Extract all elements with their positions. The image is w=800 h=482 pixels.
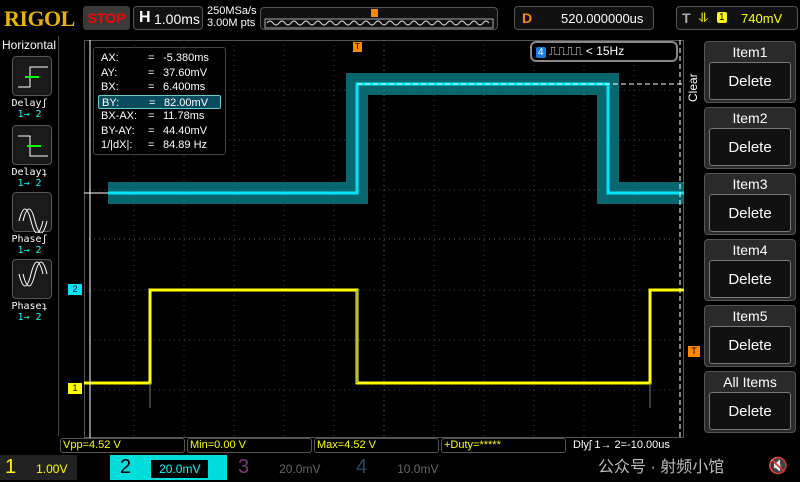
watermark: 公众号 · 射频小馆 (598, 459, 725, 476)
delay-rise-button[interactable] (12, 56, 52, 96)
softkey-menu: Item1 Delete Item2 Delete Item3 Delete Item… (702, 40, 800, 440)
delay-box[interactable]: D 520.000000us (514, 6, 654, 30)
delay-fall-button[interactable] (12, 125, 52, 165)
trigger-box[interactable]: T ⥥ 1 740mV (676, 6, 798, 30)
menu-item-3[interactable]: Item3 Delete (704, 173, 796, 235)
trigger-position-marker[interactable]: T (353, 42, 362, 52)
sample-rate: 250MSa/s (207, 5, 257, 17)
falling-edge-icon: ⥥ (699, 10, 709, 25)
sidebar-label: Phaseʇ 1→ 2 (11, 301, 48, 323)
timebase-value: 1.00ms (154, 11, 200, 27)
d-label: D (522, 10, 533, 26)
horizontal-sidebar: Horizontal Delayʃ 1→ 2 Delayʇ 1→ 2 Phaseʃ 1… (0, 36, 59, 436)
frequency-counter[interactable]: 4 ⎍⎍⎍⎍ < 15Hz (530, 41, 678, 62)
falling-delay-icon (18, 135, 48, 157)
channel-2-button[interactable]: 2 20.0mV (110, 455, 227, 480)
sound-muted-icon[interactable]: 🔇 (768, 458, 788, 475)
cursor-row-ax: AX: = -5.380ms (101, 52, 209, 64)
memory-timeline[interactable] (260, 7, 498, 30)
clear-label[interactable]: Clear (686, 73, 700, 102)
timebase-box[interactable]: H 1.00ms (133, 6, 203, 30)
menu-item-all[interactable]: All Items Delete (704, 371, 796, 433)
delete-button[interactable]: Delete (709, 62, 791, 100)
ch2-offset-marker[interactable]: 2 (68, 284, 82, 295)
waveform-display (84, 40, 684, 438)
measurement-max[interactable]: Max=4.52 V (314, 438, 439, 453)
menu-item-1[interactable]: Item1 Delete (704, 41, 796, 103)
delete-button[interactable]: Delete (709, 260, 791, 298)
h-label: H (139, 9, 151, 26)
channel-4-button[interactable]: 4 10.0mV (356, 456, 439, 478)
phase-fall-button[interactable] (12, 259, 52, 299)
timeline-wave-icon (264, 9, 494, 29)
measurement-min[interactable]: Min=0.00 V (187, 438, 312, 453)
square-wave-icon: ⎍⎍⎍⎍ (548, 44, 583, 58)
trigger-source: 1 (717, 12, 727, 23)
cursor-row-dy: BY-AY: = 44.40mV (101, 124, 208, 137)
trigger-level-marker[interactable]: T (688, 346, 700, 357)
trigger-level: 740mV (741, 11, 783, 26)
menu-item-4[interactable]: Item4 Delete (704, 239, 796, 301)
sidebar-label: Delayʃ 1→ 2 (11, 98, 48, 120)
measurement-duty[interactable]: +Duty=***** (441, 438, 566, 453)
ch1-trace (84, 288, 684, 408)
channel-1-button[interactable]: 1 1.00V (0, 455, 77, 480)
memory-depth: 3.00M pts (207, 17, 256, 29)
delay-value: 520.000000us (561, 11, 644, 26)
cursor-b-lines (357, 40, 684, 438)
cursor-row-dx: BX-AX: = 11.78ms (101, 110, 205, 122)
waveform-graticule[interactable] (84, 40, 684, 438)
delay-measurement: Dlyʃ 1→ 2=-10.00us (573, 439, 670, 451)
ch1-offset-marker[interactable]: 1 (68, 383, 82, 394)
frequency-value: < 15Hz (585, 44, 625, 58)
channel-3-button[interactable]: 3 20.0mV (238, 456, 321, 478)
cursor-row-by[interactable]: BY: = 82.00mV (98, 94, 221, 109)
delete-button[interactable]: Delete (709, 326, 791, 364)
t-label: T (682, 10, 691, 26)
cursor-row-bx: BX: = 6.400ms (101, 81, 206, 93)
sidebar-title: Horizontal (2, 38, 57, 52)
rigol-logo: RIGOL (4, 6, 75, 31)
rising-delay-icon (18, 66, 48, 88)
cursor-row-freq: 1/|dX|: = 84.89 Hz (101, 139, 208, 151)
run-stop-button[interactable]: STOP (83, 6, 130, 30)
falling-phase-icon (18, 261, 48, 287)
menu-item-2[interactable]: Item2 Delete (704, 107, 796, 169)
cursor-row-ay: AY: = 37.60mV (101, 66, 208, 79)
cursor-a-lines (84, 40, 108, 438)
delete-button[interactable]: Delete (709, 128, 791, 166)
ch2-trace (108, 73, 684, 204)
acquisition-info: 250MSa/s 3.00M pts (207, 5, 257, 29)
cursor-readout: AX: = -5.380ms AY: = 37.60mV BX: = 6.400ms BY:… (93, 47, 226, 155)
menu-item-5[interactable]: Item5 Delete (704, 305, 796, 367)
ch4-badge: 4 (536, 47, 546, 58)
sidebar-label: Phaseʃ 1→ 2 (11, 234, 48, 256)
delete-button[interactable]: Delete (709, 194, 791, 232)
measurement-vpp[interactable]: Vpp=4.52 V (60, 438, 185, 453)
delete-button[interactable]: Delete (709, 392, 791, 430)
sidebar-label: Delayʇ 1→ 2 (11, 167, 48, 189)
rising-phase-icon (18, 208, 48, 234)
phase-rise-button[interactable] (12, 192, 52, 234)
